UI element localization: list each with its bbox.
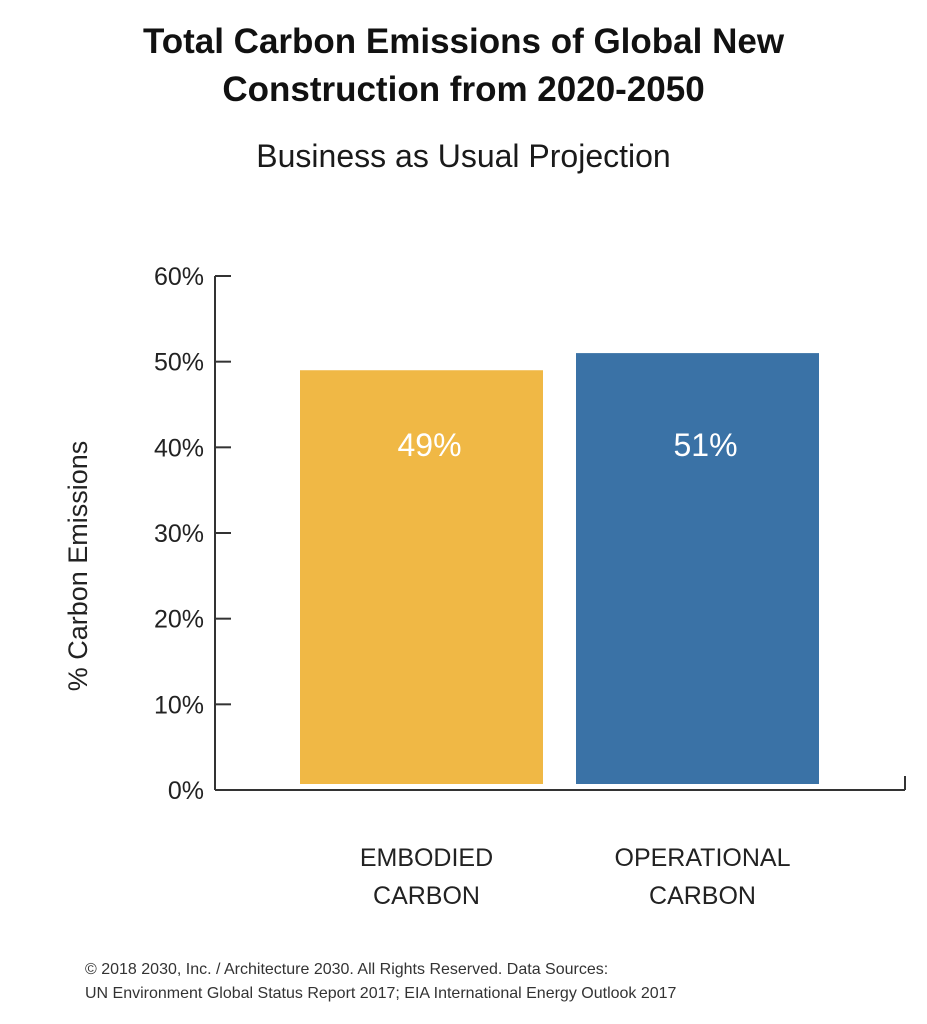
category-label-0-line-0: EMBODIED: [360, 844, 493, 872]
y-tick-label-0: 0%: [168, 777, 204, 805]
data-label-0: 49%: [397, 427, 461, 463]
source-footer: © 2018 2030, Inc. / Architecture 2030. A…: [85, 958, 885, 1006]
y-tick-label-2: 20%: [154, 606, 204, 634]
y-tick-label-5: 50%: [154, 349, 204, 377]
category-label-1-line-1: CARBON: [649, 882, 756, 910]
footer-line-2: UN Environment Global Status Report 2017…: [85, 985, 677, 1002]
y-tick-label-6: 60%: [154, 263, 204, 291]
data-label-1: 51%: [673, 427, 737, 463]
bar-0: [300, 370, 543, 784]
y-axis-label: % Carbon Emissions: [63, 441, 93, 692]
chart-title: Total Carbon Emissions of Global New Con…: [0, 18, 927, 114]
y-tick-label-3: 30%: [154, 520, 204, 548]
chart-title-line-2: Construction from 2020-2050: [222, 70, 705, 109]
chart-title-line-1: Total Carbon Emissions of Global New: [142, 22, 785, 61]
category-label-0-line-1: CARBON: [373, 882, 480, 910]
chart-subtitle: Business as Usual Projection: [256, 138, 671, 174]
footer-line-1: © 2018 2030, Inc. / Architecture 2030. A…: [85, 961, 609, 978]
bar-1: [576, 353, 819, 784]
y-tick-label-1: 10%: [154, 691, 204, 719]
category-label-1-line-0: OPERATIONAL: [615, 844, 791, 872]
y-tick-label-4: 40%: [154, 434, 204, 462]
